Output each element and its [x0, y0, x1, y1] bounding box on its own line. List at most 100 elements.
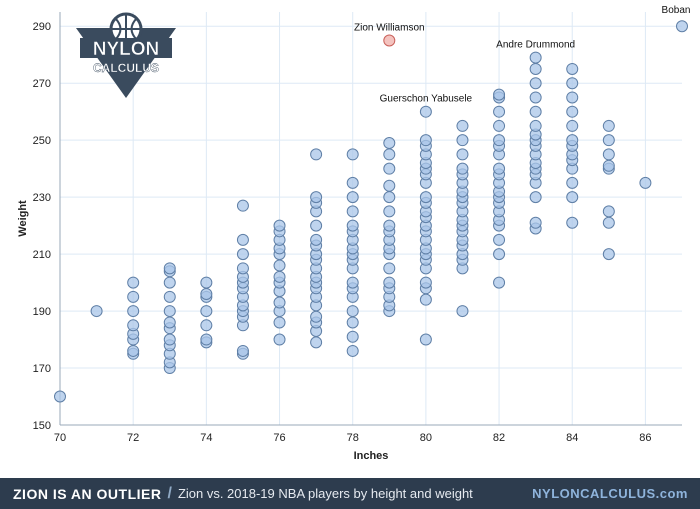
- data-point: [566, 62, 579, 75]
- data-point: [163, 276, 176, 289]
- nylon-calculus-logo: NYLON CALCULUS: [76, 12, 176, 98]
- data-point: [456, 148, 469, 161]
- data-point: [310, 336, 323, 349]
- x-tick-label: 86: [639, 432, 651, 444]
- data-point: [419, 105, 432, 118]
- data-point: [163, 305, 176, 318]
- data-point: [566, 134, 579, 147]
- data-point: [310, 148, 323, 161]
- data-point: [383, 137, 396, 150]
- data-point: [529, 119, 542, 132]
- data-point: [676, 20, 688, 33]
- x-tick-label: 70: [54, 432, 66, 444]
- data-point: [163, 333, 176, 346]
- data-point: [493, 276, 506, 289]
- data-point: [200, 276, 213, 289]
- data-point: [419, 191, 432, 204]
- footer-bar: ZION IS AN OUTLIER / Zion vs. 2018-19 NB…: [0, 478, 700, 509]
- data-point: [493, 233, 506, 246]
- data-point: [529, 62, 542, 75]
- y-tick-label: 230: [33, 192, 51, 204]
- logo-text-nylon: NYLON: [93, 39, 160, 60]
- data-point: [419, 333, 432, 346]
- data-point: [127, 344, 140, 357]
- data-point: [346, 344, 359, 357]
- y-tick-label: 270: [33, 78, 51, 90]
- data-point: [529, 51, 542, 64]
- data-point: [383, 219, 396, 232]
- data-point: [310, 310, 323, 323]
- data-point: [493, 248, 506, 261]
- footer-site-link[interactable]: NYLONCALCULUS.com: [532, 486, 688, 501]
- data-point: [200, 305, 213, 318]
- data-point: [639, 176, 652, 189]
- data-point: [200, 287, 213, 300]
- data-point: [383, 262, 396, 275]
- highlight-point: [383, 34, 396, 47]
- annotation-label: Zion Williamson: [354, 22, 425, 33]
- data-point: [346, 330, 359, 343]
- data-point: [273, 259, 286, 272]
- data-point: [346, 316, 359, 329]
- data-point: [383, 191, 396, 204]
- data-point: [602, 148, 615, 161]
- data-point: [566, 119, 579, 132]
- data-point: [383, 162, 396, 175]
- data-point: [566, 176, 579, 189]
- data-point: [529, 105, 542, 118]
- annotation-label: Guerschon Yabusele: [380, 94, 473, 105]
- y-tick-label: 290: [33, 21, 51, 33]
- data-point: [493, 134, 506, 147]
- data-point: [566, 77, 579, 90]
- y-tick-label: 150: [33, 420, 51, 432]
- data-point: [346, 176, 359, 189]
- data-point: [346, 191, 359, 204]
- x-tick-label: 74: [200, 432, 212, 444]
- data-point: [529, 77, 542, 90]
- data-point: [419, 293, 432, 306]
- x-tick-label: 82: [493, 432, 505, 444]
- data-point: [602, 248, 615, 261]
- data-points: [54, 20, 688, 403]
- data-point: [127, 319, 140, 332]
- data-point: [602, 134, 615, 147]
- data-point: [602, 159, 615, 172]
- data-point: [200, 333, 213, 346]
- data-point: [383, 205, 396, 218]
- data-point: [127, 276, 140, 289]
- data-point: [456, 119, 469, 132]
- data-point: [273, 219, 286, 232]
- data-point: [566, 91, 579, 104]
- data-point: [602, 119, 615, 132]
- data-point: [273, 333, 286, 346]
- data-point: [163, 262, 176, 275]
- data-point: [310, 219, 323, 232]
- data-point: [236, 199, 249, 212]
- data-point: [383, 179, 396, 192]
- x-tick-label: 76: [273, 432, 285, 444]
- x-axis-label: Inches: [354, 450, 389, 462]
- data-point: [602, 216, 615, 229]
- data-point: [383, 276, 396, 289]
- data-point: [456, 305, 469, 318]
- data-point: [529, 191, 542, 204]
- data-point: [236, 233, 249, 246]
- data-point: [456, 162, 469, 175]
- data-point: [529, 91, 542, 104]
- data-point: [54, 390, 66, 403]
- data-point: [127, 305, 140, 318]
- x-tick-label: 78: [347, 432, 359, 444]
- data-point: [529, 216, 542, 229]
- annotation-label: Andre Drummond: [496, 40, 575, 51]
- data-point: [346, 205, 359, 218]
- y-tick-label: 190: [33, 306, 51, 318]
- data-point: [419, 134, 432, 147]
- y-tick-label: 210: [33, 249, 51, 261]
- data-point: [163, 316, 176, 329]
- data-point: [493, 119, 506, 132]
- data-point: [566, 216, 579, 229]
- footer-slash: /: [167, 484, 172, 502]
- data-point: [236, 248, 249, 261]
- data-point: [566, 105, 579, 118]
